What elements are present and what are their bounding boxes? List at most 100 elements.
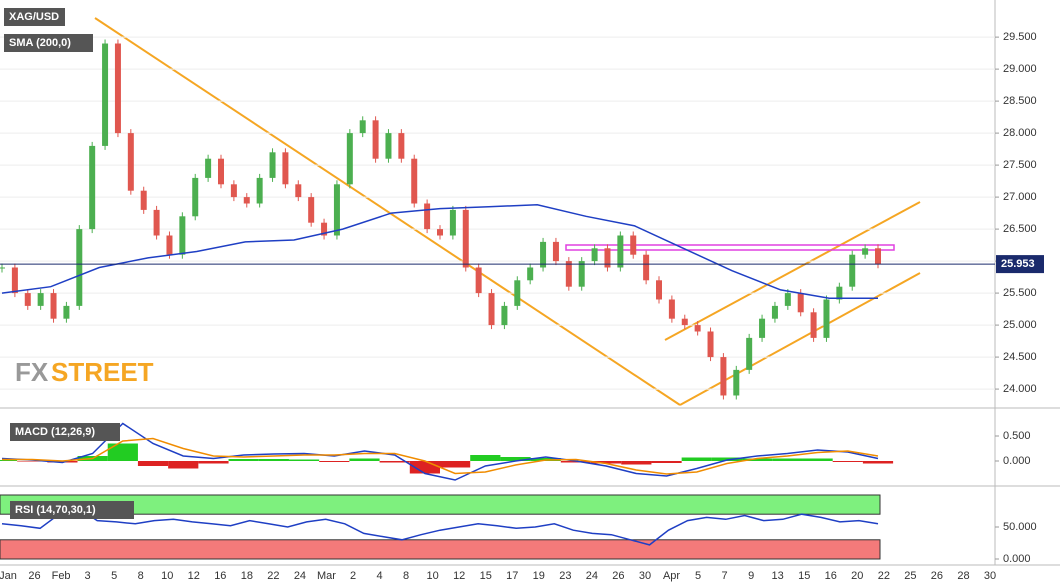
candle [321, 222, 328, 236]
x-tick-label: 9 [748, 570, 754, 582]
x-tick-label: 8 [138, 570, 144, 582]
histogram-bar [349, 458, 380, 461]
x-tick-label: 18 [241, 570, 253, 582]
candle [282, 152, 289, 185]
candle [720, 357, 727, 396]
histogram-bar [500, 457, 531, 461]
x-tick-label: Jan [0, 570, 17, 582]
x-tick-label: 5 [111, 570, 117, 582]
x-tick-label: 13 [772, 570, 784, 582]
candle [823, 299, 830, 338]
candle [76, 229, 83, 306]
y-tick-label: 26.500 [1003, 223, 1037, 235]
candle [746, 337, 753, 370]
candle [771, 305, 778, 319]
candle [668, 299, 675, 319]
last-price-box [996, 255, 1044, 274]
histogram-bar [832, 461, 863, 462]
candle [205, 158, 212, 178]
resistance-zone [565, 244, 895, 251]
histogram-bar [198, 461, 229, 464]
y-tick-label: 27.000 [1003, 191, 1037, 203]
candle [346, 133, 353, 185]
candle [166, 235, 173, 255]
candle [733, 369, 740, 396]
candle [475, 267, 482, 294]
histogram-bar [107, 443, 138, 461]
candle [862, 248, 869, 255]
histogram-bar [0, 460, 18, 461]
x-tick-label: 26 [612, 570, 624, 582]
y-tick-label: 50.000 [1003, 521, 1037, 533]
candle [359, 120, 366, 134]
histogram-bar [862, 461, 894, 464]
x-tick-label: 22 [878, 570, 890, 582]
candle [591, 248, 598, 262]
x-tick-label: 5 [695, 570, 701, 582]
histogram-bar [258, 459, 289, 461]
histogram-bar [168, 461, 199, 469]
candle [437, 229, 443, 236]
candle [50, 293, 57, 319]
label-box [10, 501, 134, 519]
candle [836, 286, 843, 300]
label-box [4, 8, 65, 26]
y-tick-label: 0.000 [1003, 553, 1031, 565]
histogram-bar [319, 461, 350, 462]
histogram-bar [772, 458, 803, 461]
x-tick-label: 7 [722, 570, 728, 582]
candle [243, 197, 250, 204]
candle [24, 293, 31, 306]
x-tick-label: 28 [957, 570, 969, 582]
candle [218, 158, 224, 185]
x-tick-label: Apr [663, 570, 680, 582]
candle [11, 267, 18, 294]
candle [153, 209, 160, 236]
x-tick-label: 10 [161, 570, 173, 582]
histogram-bar [379, 461, 410, 463]
signal-line [2, 437, 879, 475]
candle [424, 203, 431, 230]
candle [269, 152, 276, 178]
label-box [4, 34, 93, 52]
trend-line [664, 201, 921, 341]
indicator-label: SMA (200,0) [9, 37, 71, 49]
x-tick-label: 19 [533, 570, 545, 582]
histogram-bar [651, 461, 682, 463]
histogram-bar [621, 461, 652, 465]
candle [372, 120, 379, 159]
histogram-bar [440, 461, 471, 468]
trend-line [94, 17, 681, 406]
candle [849, 254, 856, 287]
logo: FX [15, 357, 49, 387]
sma-line [1, 204, 878, 299]
x-tick-label: 30 [639, 570, 651, 582]
y-tick-label: 29.000 [1003, 63, 1037, 75]
candle [565, 261, 572, 287]
x-tick-label: 10 [427, 570, 439, 582]
y-tick-label: 27.500 [1003, 159, 1037, 171]
candle [295, 184, 302, 198]
x-tick-label: 24 [586, 570, 598, 582]
candle [37, 293, 44, 306]
overbought-band [0, 494, 881, 515]
y-tick-label: 25.000 [1003, 319, 1037, 331]
candle [411, 158, 418, 204]
rsi-line [1, 506, 879, 546]
label-box [10, 423, 120, 441]
histogram-bar [742, 458, 773, 461]
candle [230, 184, 237, 198]
macd-line [1, 422, 879, 481]
candle [256, 177, 263, 204]
candle [810, 312, 817, 338]
y-tick-label: 24.000 [1003, 383, 1037, 395]
histogram-bar [470, 455, 501, 461]
candle [552, 241, 559, 262]
histogram-bar [228, 459, 259, 461]
candle [759, 318, 766, 338]
histogram-bar [591, 461, 622, 464]
candle [102, 43, 109, 146]
x-tick-label: 17 [506, 570, 518, 582]
x-tick-label: Feb [52, 570, 71, 582]
